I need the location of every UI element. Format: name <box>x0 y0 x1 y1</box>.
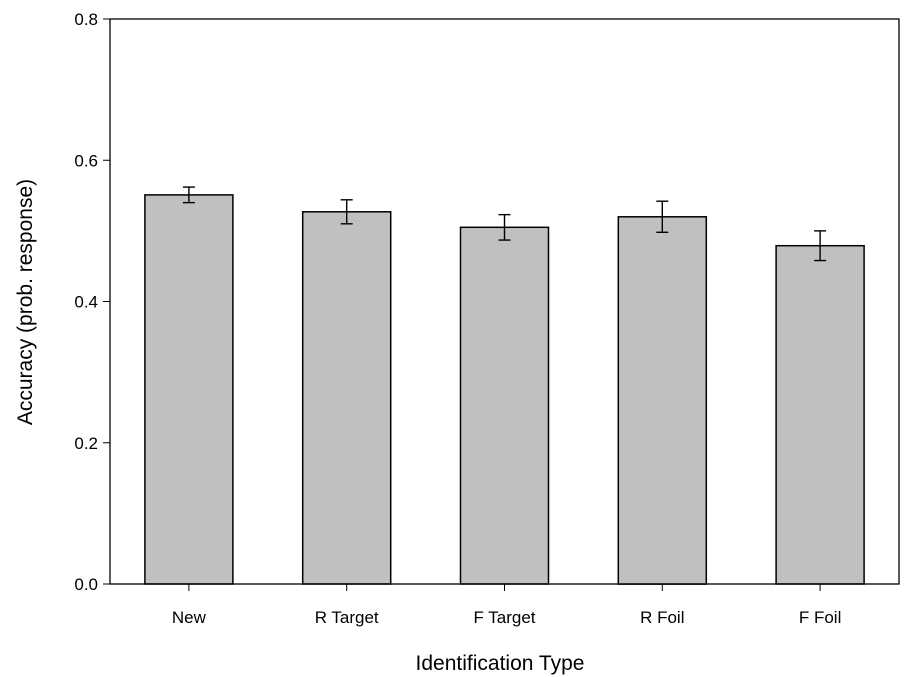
y-tick-label-3: 0.6 <box>74 151 98 170</box>
x-tick-label-4: F Foil <box>799 608 842 627</box>
plot-frame <box>109 18 900 585</box>
x-tick-label-1: R Target <box>315 608 379 627</box>
x-axis-title: Identification Type <box>416 652 585 675</box>
bar-2 <box>459 226 550 585</box>
x-tick-label-2: F Target <box>473 608 535 627</box>
bar-4 <box>775 244 865 585</box>
bar-0 <box>144 194 234 585</box>
plot-area: New R Target F Target R Foil F Foil 0.0 0.2 0.4… <box>74 10 900 627</box>
y-tick-label-4: 0.8 <box>74 10 98 29</box>
y-tick-label-1: 0.2 <box>74 434 98 453</box>
y-tick-label-2: 0.4 <box>74 293 98 312</box>
y-tick-label-0: 0.0 <box>74 575 98 594</box>
bar-3 <box>617 216 708 585</box>
y-axis-title: Accuracy (prob. response) <box>14 179 37 425</box>
x-tick-label-0: New <box>172 608 207 627</box>
x-tick-label-3: R Foil <box>640 608 684 627</box>
bar-1 <box>301 211 392 585</box>
